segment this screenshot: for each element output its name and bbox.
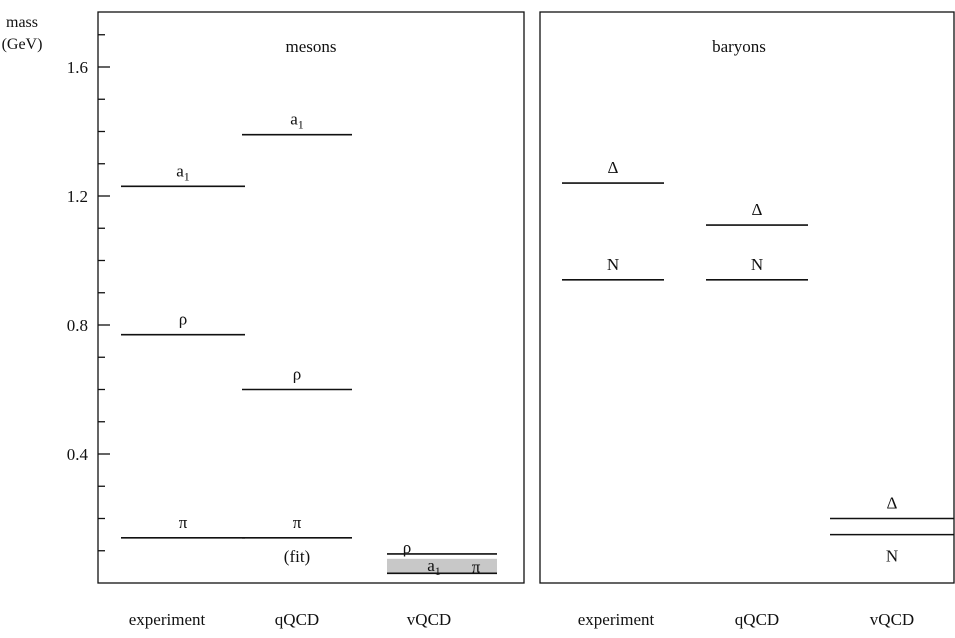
- mesons-qQCD-rho-label: ρ: [293, 365, 301, 384]
- y-axis-label-line-2: (GeV): [2, 36, 43, 53]
- mesons-vQCD-a1-band: [387, 558, 497, 574]
- mesons-vQCD-pi-label: π: [472, 557, 481, 576]
- baryons-experiment-delta-label: Δ: [608, 158, 619, 177]
- baryons-qQCD-delta-label: Δ: [752, 200, 763, 219]
- mesons-qQCD-pi-label: π: [293, 513, 302, 532]
- column-labels: experiment qQCD vQCD experiment qQCD vQCD: [129, 610, 914, 629]
- baryons-vQCD-delta-label: Δ: [887, 494, 898, 513]
- column-label-baryons-experiment: experiment: [578, 610, 655, 629]
- mesons-experiment-rho-label: ρ: [179, 310, 187, 329]
- mesons-panel: mesons: [97, 11, 525, 584]
- mesons-vQCD-rho-label: ρ: [403, 538, 411, 557]
- mesons-panel-frame: [97, 11, 525, 584]
- baryons-qQCD-n-label: N: [751, 255, 763, 274]
- mesons-experiment-pi-label: π: [179, 513, 188, 532]
- y-tick-label: 0.8: [67, 316, 88, 335]
- y-tick-label: 1.6: [67, 58, 88, 77]
- mesons-experiment-a1-label: a1: [176, 161, 190, 183]
- baryons-panel: baryons: [539, 11, 955, 584]
- column-label-mesons-vQCD: vQCD: [407, 610, 451, 629]
- baryons-panel-frame: [539, 11, 955, 584]
- y-axis: 0.4 0.8 1.2 1.6: [67, 34, 110, 552]
- baryons-experiment-n-label: N: [607, 255, 619, 274]
- column-label-mesons-experiment: experiment: [129, 610, 206, 629]
- y-axis-label-line-1: mass: [6, 14, 38, 31]
- y-axis-label: mass (GeV): [2, 14, 43, 53]
- y-tick-label: 1.2: [67, 187, 88, 206]
- y-tick-label: 0.4: [67, 445, 89, 464]
- mesons-qQCD-pi-note: (fit): [284, 547, 310, 566]
- column-label-mesons-qQCD: qQCD: [275, 610, 319, 629]
- column-label-baryons-qQCD: qQCD: [735, 610, 779, 629]
- mesons-qQCD-a1-label: a1: [290, 110, 304, 132]
- baryons-vQCD-n-label: N: [886, 547, 898, 566]
- baryons-panel-title: baryons: [712, 37, 766, 56]
- mesons-panel-title: mesons: [286, 37, 337, 56]
- column-label-baryons-vQCD: vQCD: [870, 610, 914, 629]
